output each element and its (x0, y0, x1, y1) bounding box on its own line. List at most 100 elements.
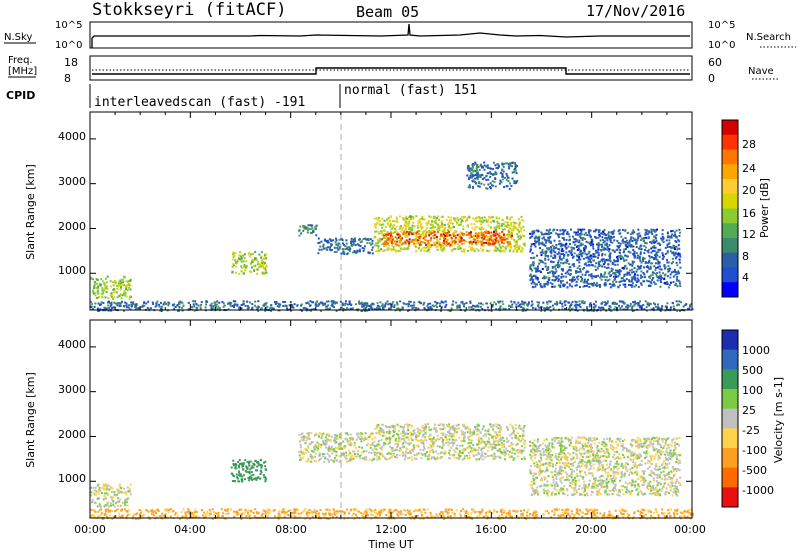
power-data-cell-7 (475, 167, 478, 169)
power-cbar-swatch (722, 134, 738, 150)
power-data-cell-4 (442, 234, 445, 237)
power-data-cell-7 (479, 163, 482, 166)
power-data-cell-8 (368, 305, 371, 307)
vel-data-cell-3 (490, 448, 493, 451)
vel-data-cell-2 (307, 445, 310, 448)
vel-data-cell-3 (483, 447, 485, 449)
vel-data-cell-3 (484, 445, 487, 448)
power-data-cell-7 (494, 185, 497, 188)
vel-data-cell-3 (468, 454, 471, 457)
vel-data-cell-3 (454, 430, 457, 433)
vel-data-cell-2 (355, 455, 358, 458)
power-data-cell-8 (499, 306, 502, 309)
nsky-tick-high: 10^5 (55, 20, 82, 31)
vel-data-cell-2 (320, 443, 323, 446)
power-data-cell-8 (393, 304, 396, 307)
power-data-cell-6 (584, 247, 587, 250)
power-data-cell-4 (452, 226, 455, 229)
vel-data-cell-1 (247, 471, 250, 474)
vel-data-cell-1 (245, 470, 248, 473)
vel-data-cell-3 (393, 449, 396, 452)
vel-data-cell-2 (349, 456, 352, 459)
power-data-cell-8 (498, 307, 501, 310)
power-data-cell-6 (651, 262, 653, 265)
vel-data-cell-2 (338, 460, 341, 463)
power-data-cell-3 (364, 237, 367, 240)
power-data-cell-6 (639, 251, 642, 254)
power-data-cell-6 (607, 266, 610, 269)
power-data-cell-4 (510, 221, 513, 224)
power-data-cell-8 (633, 304, 636, 307)
power-data-cell-4 (522, 219, 525, 222)
power-data-cell-4 (438, 243, 441, 246)
power-data-cell-8 (608, 307, 611, 310)
power-data-cell-6 (537, 269, 540, 272)
power-data-cell-1 (235, 262, 238, 265)
power-data-cell-6 (611, 231, 614, 234)
vel-data-cell-2 (325, 441, 328, 444)
vel-data-cell-3 (413, 432, 416, 434)
power-data-cell-6 (562, 257, 565, 259)
vel-data-cell-0 (109, 485, 112, 488)
power-data-cell-8 (160, 301, 162, 304)
power-data-cell-4 (454, 229, 457, 232)
power-data-cell-8 (605, 309, 608, 312)
power-data-cell-6 (673, 270, 676, 273)
power-data-cell-7 (508, 182, 511, 185)
power-data-cell-7 (479, 176, 482, 178)
power-data-cell-6 (557, 261, 560, 264)
power-data-cell-6 (602, 241, 605, 244)
power-data-cell-4 (461, 215, 464, 218)
power-data-cell-6 (645, 266, 648, 268)
power-data-cell-8 (580, 300, 583, 303)
vel-data-cell-3 (449, 426, 452, 429)
power-data-cell-8 (364, 302, 367, 305)
power-data-cell-6 (664, 273, 667, 276)
power-data-cell-5 (407, 240, 410, 243)
power-data-cell-6 (633, 260, 635, 263)
power-data-cell-1 (250, 262, 252, 265)
vel-data-cell-3 (466, 431, 469, 434)
power-data-cell-6 (655, 253, 658, 256)
vel-data-cell-3 (448, 434, 451, 437)
power-data-cell-8 (615, 302, 618, 305)
power-data-cell-6 (585, 264, 588, 267)
power-data-cell-7 (480, 182, 483, 185)
power-data-cell-3 (371, 239, 374, 242)
power-data-cell-6 (626, 271, 629, 274)
vel-data-cell-3 (461, 444, 464, 447)
power-data-cell-4 (486, 240, 489, 243)
power-data-cell-7 (476, 163, 479, 166)
power-data-cell-8 (244, 304, 247, 307)
power-data-cell-8 (639, 300, 641, 303)
power-data-cell-5 (495, 231, 498, 233)
power-data-cell-6 (562, 237, 565, 240)
power-data-cell-6 (671, 246, 674, 249)
power-data-cell-6 (536, 254, 538, 257)
power-data-cell-8 (581, 300, 584, 303)
nave-tick-low: 0 (708, 72, 715, 85)
power-data-cell-4 (496, 220, 499, 223)
power-data-cell-4 (400, 230, 403, 233)
power-data-cell-8 (382, 307, 385, 310)
power-data-cell-4 (516, 228, 519, 231)
vel-data-cell-1 (264, 480, 267, 483)
power-data-cell-8 (181, 301, 184, 304)
power-data-cell-8 (659, 309, 662, 312)
power-data-cell-4 (509, 223, 512, 226)
power-data-cell-6 (544, 232, 547, 235)
power-data-cell-6 (621, 277, 624, 280)
power-data-cell-0 (90, 276, 93, 279)
power-data-cell-4 (377, 231, 380, 233)
power-data-cell-8 (538, 306, 541, 309)
power-data-cell-6 (579, 249, 582, 252)
vel-data-cell-1 (254, 459, 257, 462)
vel-data-cell-1 (232, 463, 235, 465)
power-data-cell-6 (539, 242, 542, 245)
power-data-cell-3 (355, 251, 358, 254)
power-data-cell-6 (559, 245, 562, 248)
vel-data-cell-3 (465, 454, 468, 457)
power-data-cell-6 (554, 255, 557, 258)
power-data-cell-4 (409, 215, 412, 218)
power-data-cell-5 (498, 232, 501, 235)
